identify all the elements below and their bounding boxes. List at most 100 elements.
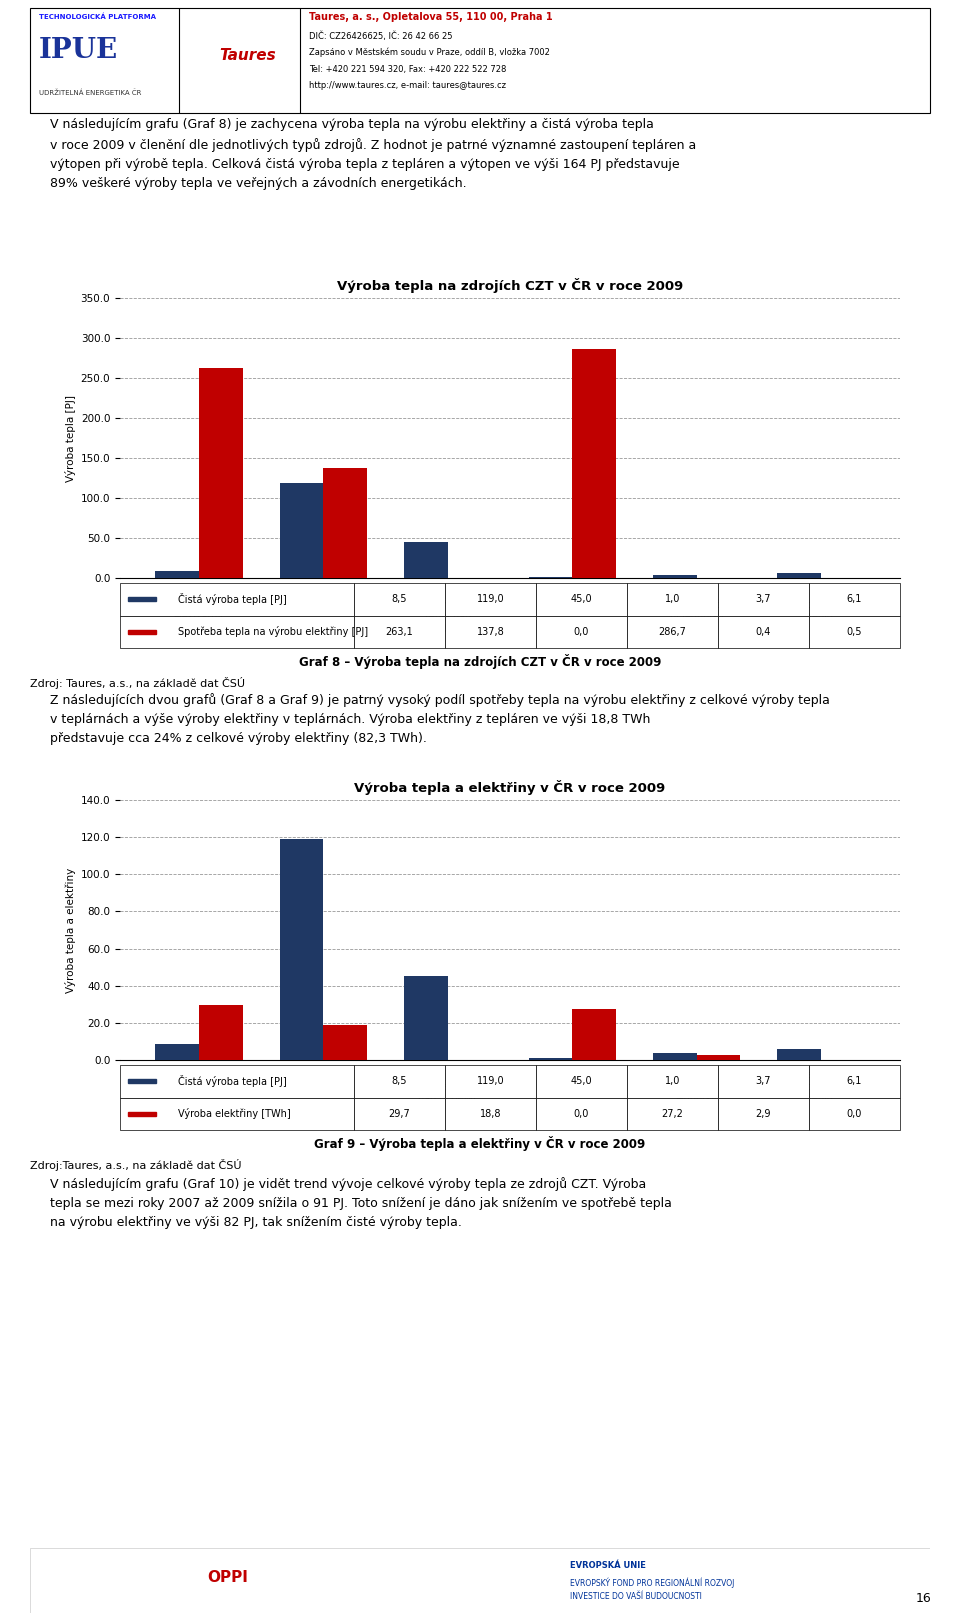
Text: Zapsáno v Městském soudu v Praze, oddíl B, vložka 7002: Zapsáno v Městském soudu v Praze, oddíl … [309, 49, 550, 57]
Bar [778, 1049, 821, 1060]
Text: Zdroj: Taures, a.s., na základě dat ČSÚ: Zdroj: Taures, a.s., na základě dat ČSÚ [30, 676, 245, 689]
Bar [718, 1097, 809, 1130]
Text: V následujícím grafu (Graf 10) je vidět trend vývoje celkové výroby tepla ze zdr: V následujícím grafu (Graf 10) je vidět … [50, 1177, 672, 1229]
Text: 3,7: 3,7 [756, 1076, 771, 1086]
Bar [354, 584, 445, 616]
Text: Graf 9 – Výroba tepla a elektřiny v ČR v roce 2009: Graf 9 – Výroba tepla a elektřiny v ČR v… [314, 1136, 646, 1151]
Bar [653, 1054, 697, 1060]
Bar [199, 368, 243, 579]
Bar [354, 1065, 445, 1097]
Text: 137,8: 137,8 [476, 627, 504, 637]
Text: UDRŽITELNÁ ENERGETIKA ČR: UDRŽITELNÁ ENERGETIKA ČR [39, 89, 141, 96]
Text: EVROPSKÁ UNIE: EVROPSKÁ UNIE [570, 1561, 646, 1571]
Text: 0,0: 0,0 [574, 627, 589, 637]
Bar [128, 1112, 156, 1115]
Y-axis label: Výroba tepla [PJ]: Výroba tepla [PJ] [65, 394, 77, 481]
Text: OPPI: OPPI [207, 1569, 249, 1585]
Bar [445, 1065, 536, 1097]
Text: Graf 8 – Výroba tepla na zdrojích CZT v ČR v roce 2009: Graf 8 – Výroba tepla na zdrojích CZT v … [299, 653, 661, 669]
Text: TECHNOLOGICKÁ PLATFORMA: TECHNOLOGICKÁ PLATFORMA [39, 13, 156, 19]
Text: Čistá výroba tepla [PJ]: Čistá výroba tepla [PJ] [179, 1075, 287, 1088]
Bar [627, 616, 718, 648]
Text: Výroba elektřiny [TWh]: Výroba elektřiny [TWh] [179, 1109, 291, 1118]
Bar [718, 616, 809, 648]
Bar [120, 584, 354, 616]
Text: 45,0: 45,0 [570, 1076, 592, 1086]
Bar [718, 584, 809, 616]
Bar [324, 468, 367, 579]
Text: 27,2: 27,2 [661, 1109, 684, 1118]
Text: 0,0: 0,0 [574, 1109, 589, 1118]
Bar [354, 616, 445, 648]
Bar [536, 1065, 627, 1097]
Bar [627, 1097, 718, 1130]
Bar [809, 584, 900, 616]
Bar [324, 1024, 367, 1060]
Text: 0,5: 0,5 [847, 627, 862, 637]
Text: Z následujících dvou grafů (Graf 8 a Graf 9) je patrný vysoký podíl spotřeby tep: Z následujících dvou grafů (Graf 8 a Gra… [50, 694, 829, 746]
Bar [445, 584, 536, 616]
Bar [156, 571, 199, 579]
Text: http://www.taures.cz, e-mail: taures@taures.cz: http://www.taures.cz, e-mail: taures@tau… [309, 81, 506, 91]
Text: 3,7: 3,7 [756, 595, 771, 605]
Text: Zdroj:Taures, a.s., na základě dat ČSÚ: Zdroj:Taures, a.s., na základě dat ČSÚ [30, 1159, 242, 1170]
Text: 16: 16 [916, 1592, 931, 1605]
Text: 8,5: 8,5 [392, 595, 407, 605]
Bar [536, 616, 627, 648]
Bar [199, 1005, 243, 1060]
Text: 286,7: 286,7 [659, 627, 686, 637]
Bar [572, 349, 615, 579]
Bar [536, 584, 627, 616]
Text: Tel: +420 221 594 320, Fax: +420 222 522 728: Tel: +420 221 594 320, Fax: +420 222 522… [309, 65, 506, 73]
Bar [445, 616, 536, 648]
Text: 0,0: 0,0 [847, 1109, 862, 1118]
Text: 0,4: 0,4 [756, 627, 771, 637]
Text: 29,7: 29,7 [389, 1109, 410, 1118]
Bar [128, 1080, 156, 1083]
Text: DIČ: CZ26426625, IČ: 26 42 66 25: DIČ: CZ26426625, IČ: 26 42 66 25 [309, 31, 452, 41]
Bar [627, 584, 718, 616]
Bar [280, 483, 324, 579]
Title: Výroba tepla a elektřiny v ČR v roce 2009: Výroba tepla a elektřiny v ČR v roce 200… [354, 780, 665, 794]
Title: Výroba tepla na zdrojích CZT v ČR v roce 2009: Výroba tepla na zdrojích CZT v ČR v roce… [337, 277, 684, 293]
Text: Taures, a. s., Opletalova 55, 110 00, Praha 1: Taures, a. s., Opletalova 55, 110 00, Pr… [309, 13, 553, 23]
Bar [529, 1059, 572, 1060]
Bar [120, 616, 354, 648]
Bar [354, 1097, 445, 1130]
Text: 45,0: 45,0 [570, 595, 592, 605]
Text: Taures: Taures [219, 47, 276, 63]
Text: IPUE: IPUE [39, 37, 118, 65]
Bar [120, 1097, 354, 1130]
Text: V následujícím grafu (Graf 8) je zachycena výroba tepla na výrobu elektřiny a či: V následujícím grafu (Graf 8) je zachyce… [50, 118, 696, 190]
Bar [404, 976, 447, 1060]
Text: 18,8: 18,8 [480, 1109, 501, 1118]
Text: 6,1: 6,1 [847, 1076, 862, 1086]
Text: 8,5: 8,5 [392, 1076, 407, 1086]
Text: 6,1: 6,1 [847, 595, 862, 605]
Bar [809, 1065, 900, 1097]
Bar [653, 575, 697, 579]
Text: Čistá výroba tepla [PJ]: Čistá výroba tepla [PJ] [179, 593, 287, 605]
Y-axis label: Výroba tepla a elektřiny: Výroba tepla a elektřiny [65, 867, 77, 992]
Text: Spotřeba tepla na výrobu elektřiny [PJ]: Spotřeba tepla na výrobu elektřiny [PJ] [179, 626, 369, 637]
Bar [809, 1097, 900, 1130]
Bar [128, 597, 156, 601]
Bar [445, 1097, 536, 1130]
Text: 2,9: 2,9 [756, 1109, 771, 1118]
Bar [536, 1097, 627, 1130]
Text: 119,0: 119,0 [477, 1076, 504, 1086]
Text: INVESTICE DO VAŠÍ BUDOUCNOSTI: INVESTICE DO VAŠÍ BUDOUCNOSTI [570, 1592, 702, 1602]
Bar [809, 616, 900, 648]
Text: 1,0: 1,0 [665, 595, 681, 605]
Text: 263,1: 263,1 [386, 627, 414, 637]
Bar [778, 574, 821, 579]
Bar [404, 541, 447, 579]
Text: 1,0: 1,0 [665, 1076, 681, 1086]
Bar [572, 1010, 615, 1060]
Bar [128, 631, 156, 634]
Bar [120, 1065, 354, 1097]
Bar [156, 1044, 199, 1060]
Text: EVROPSKÝ FOND PRO REGIONÁLNÍ ROZVOJ: EVROPSKÝ FOND PRO REGIONÁLNÍ ROZVOJ [570, 1577, 734, 1587]
Bar [280, 840, 324, 1060]
Bar [627, 1065, 718, 1097]
